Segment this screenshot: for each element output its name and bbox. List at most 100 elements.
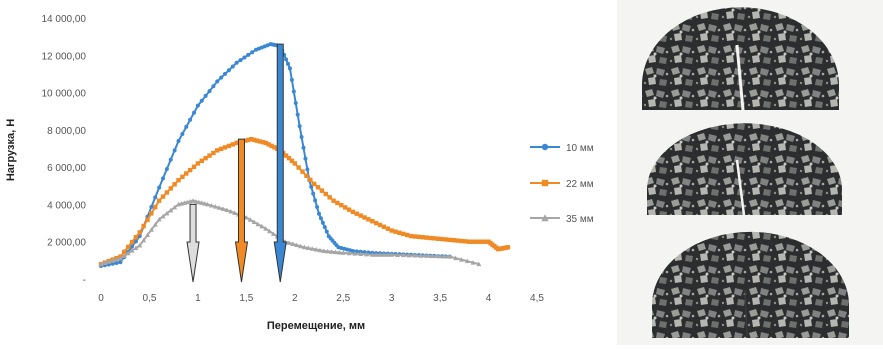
- data-point: [160, 213, 166, 219]
- data-point: [453, 255, 459, 261]
- data-point: [243, 214, 249, 220]
- legend-label: 35 мм: [566, 214, 594, 225]
- y-tick-label: 12 000,00: [42, 51, 87, 62]
- data-point: [292, 161, 297, 166]
- data-point: [193, 198, 199, 204]
- x-tick-label: 2,5: [336, 293, 350, 304]
- data-point: [125, 250, 131, 256]
- data-point: [350, 249, 355, 254]
- data-point: [219, 75, 224, 80]
- data-point: [168, 186, 173, 191]
- arrow-layer: [186, 43, 287, 283]
- x-tick-label: 1: [195, 293, 201, 304]
- data-point: [215, 79, 220, 84]
- data-point: [346, 207, 352, 212]
- data-point: [424, 253, 430, 258]
- data-point: [400, 252, 406, 258]
- series-layer: [98, 42, 511, 268]
- data-point: [216, 205, 222, 210]
- data-point: [184, 171, 189, 176]
- y-tick-label: 8 000,00: [47, 126, 86, 137]
- data-point: [287, 66, 292, 71]
- data-point: [295, 112, 300, 117]
- data-point: [325, 248, 331, 254]
- data-point: [329, 249, 335, 254]
- y-axis-title: Нагрузка, Н: [5, 119, 17, 181]
- data-point: [289, 158, 295, 164]
- data-point: [541, 143, 549, 151]
- data-point: [455, 238, 460, 243]
- data-point: [228, 209, 234, 214]
- axes: - 2 000,00 4 000,00 6 000,00 8 000,00 10 000,…: [42, 14, 545, 304]
- y-tick-label: 4 000,00: [47, 200, 86, 211]
- data-point: [176, 139, 181, 144]
- y-tick-label: 10 000,00: [42, 89, 87, 100]
- data-point: [251, 219, 257, 224]
- data-point: [172, 148, 177, 153]
- data-point: [478, 239, 484, 244]
- data-point: [366, 217, 371, 222]
- data-point: [404, 232, 410, 238]
- specimen-2: [647, 123, 842, 215]
- data-point: [98, 261, 104, 267]
- data-point: [145, 217, 150, 222]
- data-point: [234, 60, 239, 65]
- data-point: [122, 249, 127, 254]
- data-point: [129, 248, 135, 253]
- data-point: [121, 253, 127, 258]
- data-point: [336, 250, 342, 255]
- data-point: [199, 158, 204, 164]
- data-point: [263, 140, 268, 146]
- data-point: [226, 143, 232, 149]
- data-point: [327, 195, 332, 200]
- x-tick-label: 1,5: [239, 293, 253, 304]
- data-point: [313, 247, 319, 252]
- data-point: [156, 216, 162, 222]
- y-tick-label: 14 000,00: [42, 14, 87, 25]
- data-point: [259, 223, 265, 229]
- data-point: [117, 255, 123, 261]
- data-point: [323, 191, 328, 197]
- data-point: [342, 205, 348, 210]
- data-point: [153, 204, 158, 210]
- data-point: [381, 224, 387, 229]
- data-point: [363, 251, 369, 257]
- data-point: [317, 211, 321, 216]
- data-point: [203, 155, 208, 161]
- y-tick-label: 6 000,00: [47, 163, 86, 174]
- data-point: [137, 230, 142, 235]
- data-point: [389, 252, 395, 257]
- data-point: [203, 93, 208, 98]
- x-tick-label: 0,5: [142, 293, 156, 304]
- data-point: [133, 239, 138, 244]
- data-point: [296, 165, 301, 170]
- data-point: [199, 200, 205, 205]
- data-point: [164, 190, 170, 195]
- down-arrow-icon: [186, 203, 200, 283]
- data-point: [290, 241, 296, 246]
- data-point: [220, 206, 226, 211]
- data-point: [246, 52, 251, 57]
- data-point: [389, 228, 394, 233]
- x-tick-label: 0: [98, 293, 104, 304]
- data-point: [251, 137, 257, 143]
- data-point: [305, 245, 311, 251]
- data-point: [223, 71, 228, 76]
- data-point: [429, 253, 435, 259]
- data-point: [195, 161, 201, 166]
- data-point: [283, 153, 289, 158]
- data-point: [106, 259, 112, 264]
- data-point: [397, 230, 402, 235]
- data-point: [463, 239, 468, 244]
- data-point: [168, 207, 174, 213]
- data-point: [362, 250, 367, 255]
- data-point: [129, 239, 135, 245]
- data-point: [137, 242, 143, 248]
- data-point: [238, 58, 243, 63]
- data-point: [250, 50, 255, 55]
- data-point: [234, 140, 239, 146]
- data-point: [211, 150, 216, 156]
- data-point: [299, 134, 304, 139]
- data-point: [466, 239, 472, 244]
- data-point: [266, 142, 271, 147]
